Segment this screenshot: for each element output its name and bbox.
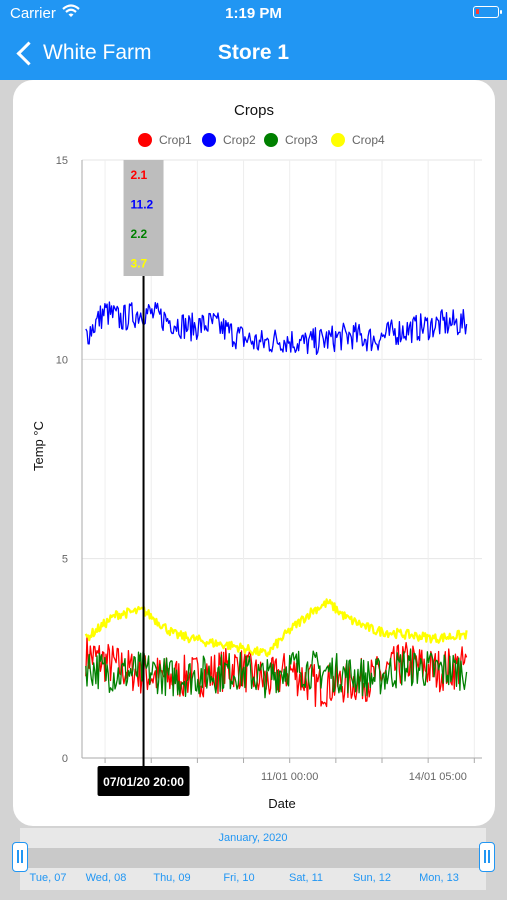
page-title: Store 1	[217, 41, 290, 64]
timeline-day-label[interactable]: Sun, 12	[353, 872, 391, 884]
range-start-handle[interactable]	[12, 842, 28, 872]
back-button[interactable]: White Farm	[12, 37, 152, 69]
tooltip-box	[123, 160, 164, 276]
timeline-day-label[interactable]: Thu, 09	[153, 872, 191, 884]
chart-title: Crops	[234, 102, 274, 119]
clock: 1:19 PM	[225, 5, 282, 22]
back-button-label: White Farm	[43, 41, 152, 64]
carrier-label: Carrier	[10, 5, 56, 22]
y-tick-label: 10	[56, 354, 68, 366]
legend-swatch-crop4	[331, 133, 345, 147]
wifi-icon	[62, 4, 80, 23]
range-track[interactable]	[20, 848, 486, 868]
y-tick-label: 15	[56, 155, 68, 167]
x-axis-label: Date	[268, 796, 295, 811]
series-line-crop2	[85, 301, 468, 355]
legend-swatch-crop3	[264, 133, 278, 147]
legend-label-crop3[interactable]: Crop3	[285, 133, 318, 147]
date-range-slider[interactable]: January, 2020 Tue, 07 Wed, 08 Thu, 09 Fri, …	[0, 826, 507, 900]
x-tick-label: 11/01 00:00	[261, 771, 318, 783]
legend-swatch-crop2	[202, 133, 216, 147]
legend-label-crop2[interactable]: Crop2	[223, 133, 256, 147]
x-tick-label: 14/01 05:00	[409, 771, 467, 783]
tooltip-value-crop4: 3.7	[131, 257, 148, 271]
timeline-day-label[interactable]: Wed, 08	[85, 872, 127, 884]
legend-label-crop4[interactable]: Crop4	[352, 133, 385, 147]
chart-card: 0 5 10 15 11/01 00:00 14/01 05:00 07/01/20 20…	[13, 80, 495, 826]
series-line-crop4	[84, 598, 468, 658]
range-end-handle[interactable]	[479, 842, 495, 872]
temperature-chart[interactable]: 0 5 10 15 11/01 00:00 14/01 05:00 07/01/20 20…	[13, 80, 495, 826]
tooltip-value-crop1: 2.1	[131, 168, 148, 182]
month-strip	[20, 828, 486, 848]
y-tick-label: 0	[62, 753, 68, 765]
timeline-day-label[interactable]: Mon, 13	[419, 872, 459, 884]
x-tick-label: 07/01/20 20:00	[103, 775, 184, 789]
y-axis-label: Temp °C	[31, 421, 46, 471]
status-bar: Carrier 1:19 PM	[0, 0, 507, 26]
tooltip-value-crop2: 11.2	[131, 198, 154, 212]
tooltip-value-crop3: 2.2	[131, 227, 148, 241]
days-strip	[20, 868, 486, 890]
legend-label-crop1[interactable]: Crop1	[159, 133, 192, 147]
navigation-bar: White Farm Store 1	[0, 26, 507, 80]
legend-swatch-crop1	[138, 133, 152, 147]
timeline-day-label[interactable]: Tue, 07	[29, 872, 67, 884]
timeline-day-label[interactable]: Sat, 11	[288, 872, 324, 884]
y-tick-label: 5	[62, 554, 68, 566]
series-line-crop3	[85, 648, 468, 699]
timeline-day-label[interactable]: Fri, 10	[223, 872, 255, 884]
month-label: January, 2020	[218, 832, 288, 844]
crosshair-date-badge	[97, 766, 190, 796]
battery-icon	[473, 6, 502, 18]
